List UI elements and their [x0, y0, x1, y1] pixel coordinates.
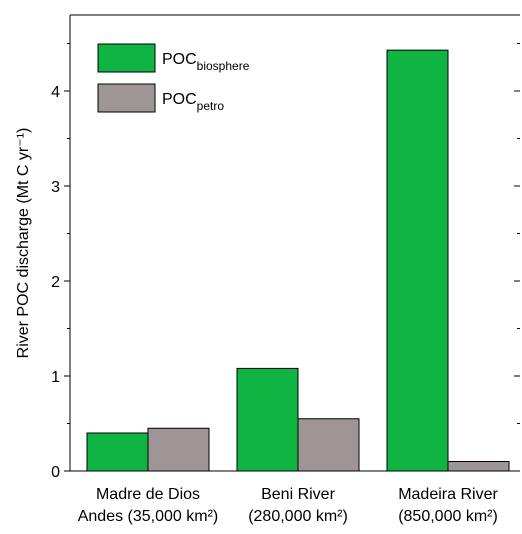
bar [147, 427, 210, 472]
y-tick-label: 2 [51, 274, 60, 291]
y-tick-label: 0 [51, 464, 60, 481]
legend-swatch [97, 83, 156, 113]
legend-label: POCbiosphere [162, 51, 250, 73]
bar [297, 418, 360, 472]
y-axis-label: River POC discharge (Mt C yr⁻¹) [15, 128, 32, 359]
legend-swatch [97, 43, 156, 73]
y-tick-label: 4 [51, 84, 60, 101]
x-tick-label: Beni River (280,000 km²) [248, 486, 348, 525]
bar [86, 432, 149, 472]
x-tick-label: Madre de Dios Andes (35,000 km²) [78, 486, 219, 525]
y-tick-label: 1 [51, 369, 60, 386]
x-tick-label: Madeira River (850,000 km²) [398, 486, 498, 525]
bar [386, 49, 449, 472]
legend-label: POCpetro [162, 91, 224, 113]
bar [447, 461, 510, 472]
bar [236, 367, 299, 472]
y-tick-label: 3 [51, 179, 60, 196]
